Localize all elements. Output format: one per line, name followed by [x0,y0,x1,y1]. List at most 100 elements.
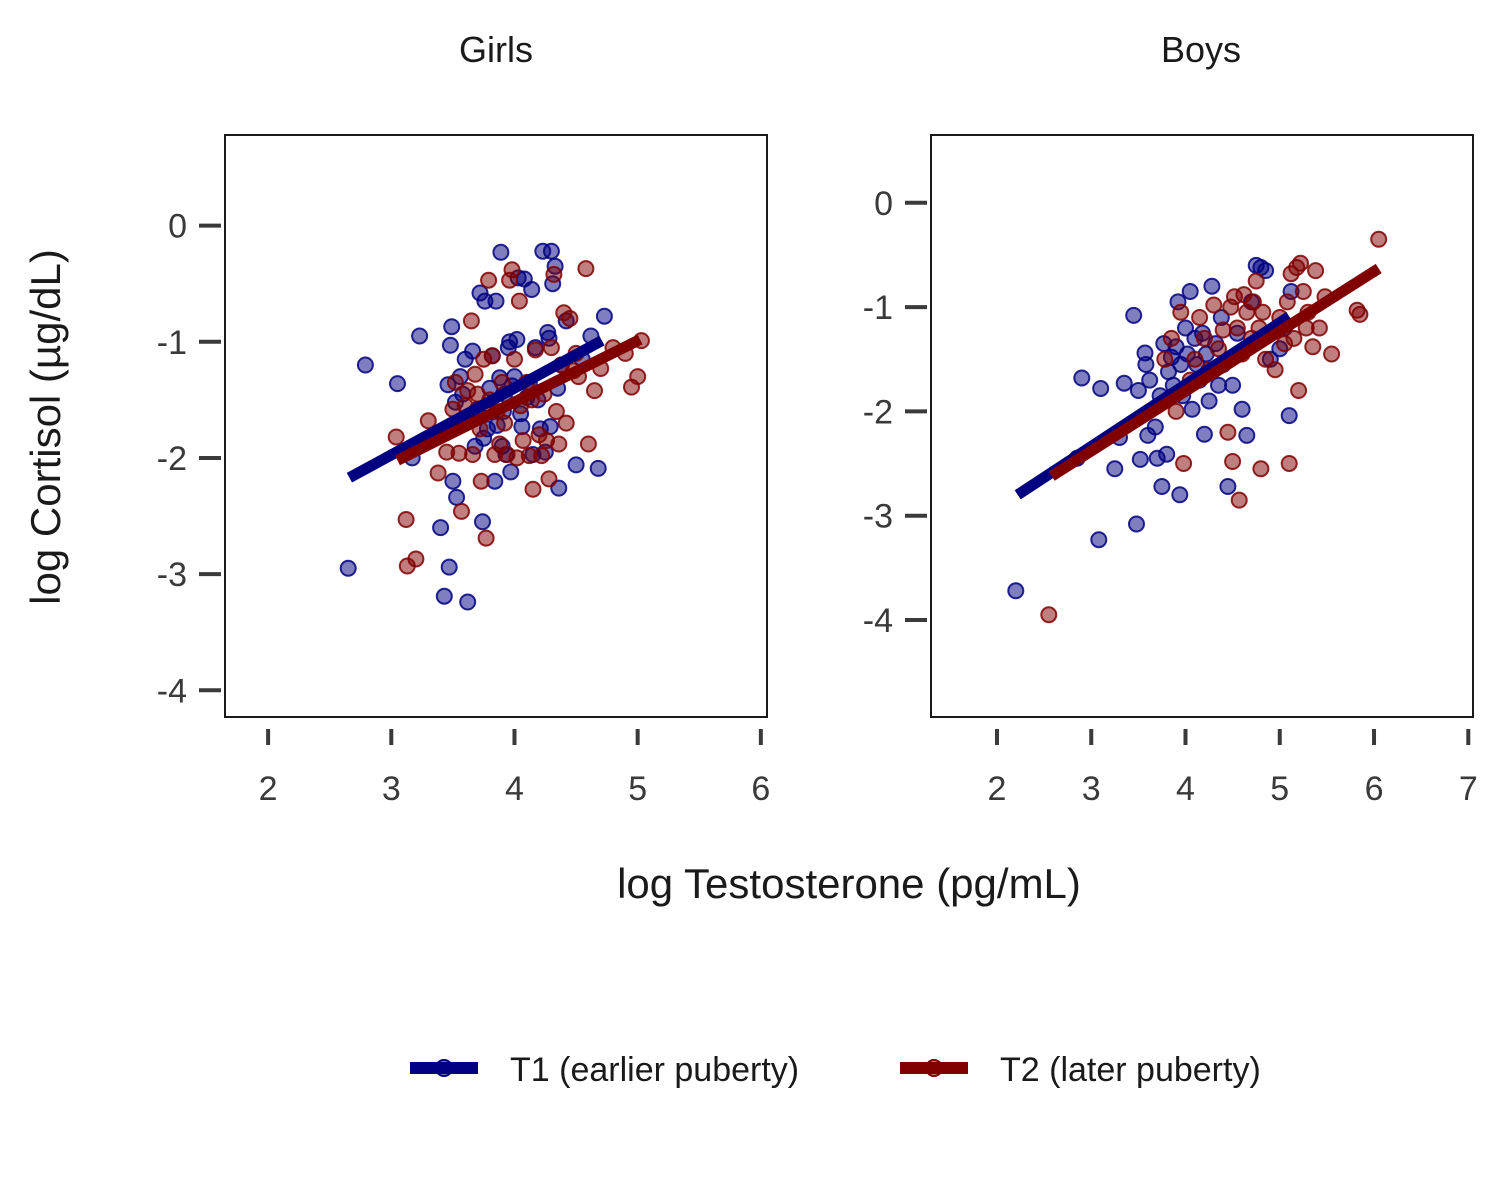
point-boys-t2-44 [1304,338,1322,356]
point-girls-t1-6 [435,587,453,605]
point-boys-t1-15 [1141,371,1159,389]
point-girls-t1-67 [567,456,585,474]
point-boys-t1-16 [1146,418,1164,436]
fit-line-girls-t2 [395,334,643,466]
point-boys-t1-2 [1073,369,1091,387]
point-girls-t1-1 [356,356,374,374]
point-boys-t2-12 [1210,340,1227,358]
legend-label-t1: T1 (earlier puberty) [510,1051,799,1089]
point-boys-t1-7 [1115,374,1133,392]
point-girls-t2-1 [397,511,415,528]
point-girls-t2-8 [446,373,464,391]
legend-marker-t2 [925,1059,943,1077]
x-tick-label-boys-6: 6 [1365,770,1384,808]
y-tick-label-boys--4: -4 [863,602,893,640]
point-boys-t2-2 [1162,329,1180,347]
point-girls-t2-29 [496,414,514,432]
point-girls-t1-0 [339,559,357,577]
point-girls-t2-51 [550,435,568,453]
point-girls-t2-35 [510,292,528,310]
point-boys-t2-19 [1230,491,1248,509]
point-boys-t2-3 [1167,402,1185,420]
point-boys-t2-29 [1257,350,1275,368]
point-boys-t2-13 [1214,321,1232,339]
x-tick-label-boys-4: 4 [1176,770,1195,808]
point-girls-t2-3 [407,550,425,568]
point-boys-t1-0 [1007,582,1025,600]
point-girls-t2-16 [466,365,484,383]
point-girls-t1-71 [595,307,613,325]
point-boys-t2-14 [1219,423,1237,441]
legend-item-t2: T2 (later puberty) [900,1051,1261,1089]
point-girls-t2-42 [526,341,544,359]
point-boys-t2-37 [1285,329,1303,347]
point-boys-t1-51 [1238,426,1256,444]
point-boys-t1-47 [1219,478,1237,495]
point-boys-t1-41 [1203,277,1221,295]
point-girls-t2-4 [419,412,437,430]
point-girls-t1-46 [513,418,531,436]
point-girls-t2-41 [524,480,542,498]
point-boys-t2-5 [1175,455,1193,472]
point-girls-t1-9 [441,336,459,354]
point-girls-t1-50 [523,281,541,298]
point-boys-t2-39 [1290,382,1308,399]
point-boys-t1-10 [1129,382,1147,399]
x-tick-label-girls-2: 2 [259,770,278,808]
point-boys-t1-40 [1200,392,1218,410]
point-boys-t1-50 [1233,400,1251,418]
point-girls-t2-44 [533,447,551,465]
point-boys-t2-11 [1205,296,1223,314]
x-tick-label-boys-7: 7 [1459,770,1478,808]
point-boys-t2-24 [1244,293,1262,311]
point-girls-t2-22 [480,271,498,289]
point-boys-t2-34 [1278,293,1296,311]
fit-line-girls-t1 [346,335,605,483]
point-boys-t2-46 [1310,319,1328,337]
point-boys-t2-48 [1323,345,1341,363]
point-girls-t1-2 [389,375,406,393]
legend-item-t1: T1 (earlier puberty) [410,1051,799,1089]
point-girls-t2-59 [577,260,595,278]
axis-ticks-boys: 2 3 4 5 6 7 0 -1 -2 -3 -4 [863,185,1478,808]
point-boys-t2-45 [1307,262,1325,280]
fit-line-boys-t2 [1048,263,1382,481]
point-boys-t1-30 [1177,319,1194,337]
point-boys-t2-28 [1254,303,1272,321]
x-tick-label-girls-3: 3 [382,770,401,808]
legend: T1 (earlier puberty) T2 (later puberty) [410,1051,1261,1089]
plot-frame-girls [224,134,768,718]
point-boys-t2-40 [1292,254,1309,272]
y-tick-label-girls--2: -2 [157,440,187,478]
point-girls-t2-66 [629,368,647,386]
legend-marker-t1 [435,1059,453,1077]
point-boys-t1-9 [1128,515,1145,533]
panel-title-girls: Girls [459,29,533,70]
point-girls-t1-60 [542,242,560,260]
y-tick-label-girls--3: -3 [157,556,187,594]
x-tick-label-boys-3: 3 [1082,770,1101,808]
point-girls-t1-11 [444,472,462,490]
y-tick-label-girls-0: 0 [168,208,187,246]
y-tick-label-girls--4: -4 [157,672,187,710]
point-boys-t2-51 [1370,230,1388,248]
point-girls-t1-30 [487,292,505,310]
x-axis-title: log Testosterone (pg/mL) [617,860,1081,907]
point-boys-t1-11 [1131,450,1149,468]
point-girls-t2-37 [514,432,532,449]
point-boys-t2-4 [1172,303,1190,321]
point-boys-t1-59 [1280,407,1298,425]
point-girls-t1-23 [474,513,491,531]
point-boys-t2-0 [1040,606,1058,624]
x-tick-label-girls-5: 5 [628,770,647,808]
x-tick-label-boys-5: 5 [1270,770,1289,808]
plot-area-boys [1007,230,1388,624]
point-girls-t1-13 [448,488,466,506]
point-boys-t1-33 [1183,400,1201,418]
point-boys-t2-1 [1156,350,1174,368]
point-girls-t2-15 [464,446,482,463]
point-girls-t2-61 [586,382,603,400]
point-girls-t2-5 [429,464,447,482]
point-girls-t1-43 [508,331,526,348]
